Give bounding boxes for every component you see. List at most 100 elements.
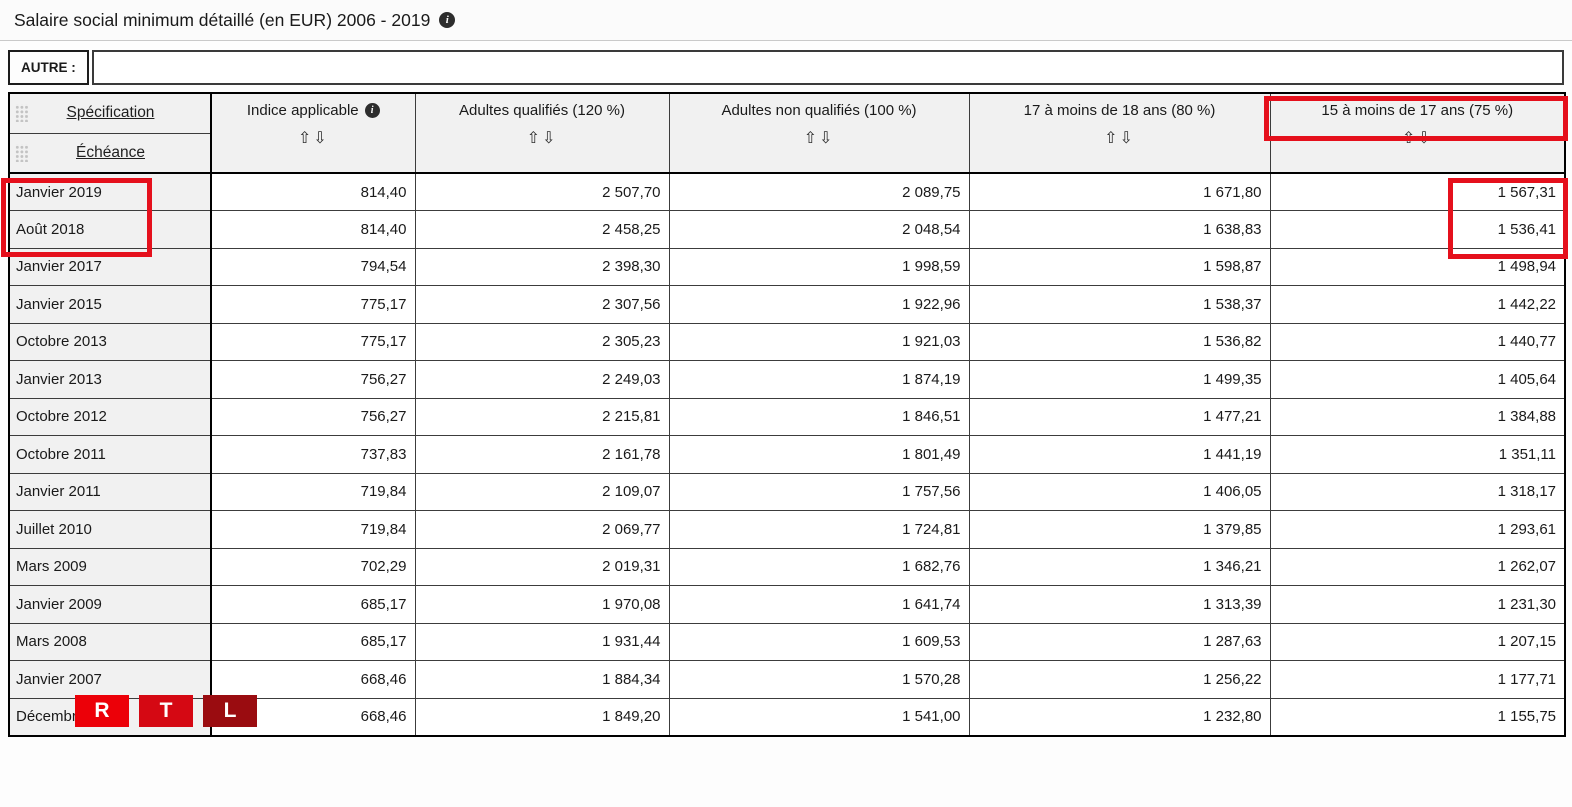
value-cell: 737,83 <box>210 435 416 474</box>
value-cell: 1 498,94 <box>1269 247 1566 286</box>
value-cell: 794,54 <box>210 247 416 286</box>
value-cell: 756,27 <box>210 360 416 399</box>
table-row: Janvier 2015 775,17 2 307,56 1 922,96 1 538,… <box>8 285 1566 324</box>
indice-info-icon[interactable]: i <box>364 103 380 118</box>
value-cell: 1 998,59 <box>668 247 970 286</box>
value-cell: 1 406,05 <box>968 472 1271 511</box>
value-cell: 1 440,77 <box>1269 322 1566 361</box>
value-cell: 1 846,51 <box>668 397 970 436</box>
column-header-adultes-qualifies: Adultes qualifiés (120 %) ⇧⇩ <box>414 92 670 174</box>
row-date-cell: Juillet 2010 <box>8 510 212 549</box>
value-cell: 1 287,63 <box>968 622 1271 661</box>
rtl-logo-letter: R <box>75 695 129 727</box>
rtl-logo: R T L <box>75 695 257 727</box>
value-cell: 2 019,31 <box>414 547 670 586</box>
row-date-cell: Octobre 2011 <box>8 435 212 474</box>
value-cell: 1 346,21 <box>968 547 1271 586</box>
value-cell: 1 801,49 <box>668 435 970 474</box>
value-cell: 719,84 <box>210 472 416 511</box>
row-date-cell: Janvier 2011 <box>8 472 212 511</box>
value-cell: 775,17 <box>210 322 416 361</box>
value-cell: 2 048,54 <box>668 210 970 249</box>
value-cell: 1 232,80 <box>968 697 1271 736</box>
row-date-cell: Janvier 2007 <box>8 660 212 699</box>
value-cell: 1 641,74 <box>668 585 970 624</box>
value-cell: 1 256,22 <box>968 660 1271 699</box>
table-row: Janvier 2013 756,27 2 249,03 1 874,19 1 499,… <box>8 360 1566 399</box>
row-date-cell: Janvier 2019 <box>8 172 212 211</box>
row-date-cell: Mars 2008 <box>8 622 212 661</box>
sort-arrows-icon[interactable]: ⇧⇩ <box>526 128 558 147</box>
filter-row: AUTRE : <box>8 50 1564 85</box>
value-cell: 2 249,03 <box>414 360 670 399</box>
value-cell: 756,27 <box>210 397 416 436</box>
row-date-cell: Janvier 2017 <box>8 247 212 286</box>
table-body: Janvier 2019 814,40 2 507,70 2 089,75 1 671,… <box>8 172 1566 736</box>
value-cell: 2 398,30 <box>414 247 670 286</box>
sort-arrows-icon[interactable]: ⇧⇩ <box>1401 128 1433 147</box>
sort-arrows-icon[interactable]: ⇧⇩ <box>297 128 329 147</box>
value-cell: 1 874,19 <box>668 360 970 399</box>
column-header-specification: Spécification <box>8 92 212 134</box>
value-cell: 2 305,23 <box>414 322 670 361</box>
row-date-cell: Janvier 2009 <box>8 585 212 624</box>
sort-arrows-icon[interactable]: ⇧⇩ <box>1104 128 1135 147</box>
table-row: Octobre 2012 756,27 2 215,81 1 846,51 1 477,… <box>8 397 1566 436</box>
specification-sort-link[interactable]: Spécification <box>66 104 155 122</box>
value-cell: 1 318,17 <box>1269 472 1566 511</box>
rtl-logo-letter: T <box>139 695 193 727</box>
drag-handle-icon[interactable] <box>15 104 29 123</box>
value-cell: 685,17 <box>210 622 416 661</box>
value-cell: 1 477,21 <box>968 397 1271 436</box>
value-cell: 702,29 <box>210 547 416 586</box>
value-cell: 2 307,56 <box>414 285 670 324</box>
row-date-cell: Octobre 2012 <box>8 397 212 436</box>
value-cell: 719,84 <box>210 510 416 549</box>
value-cell: 2 458,25 <box>414 210 670 249</box>
header-row-1: Spécification Indice applicable i ⇧⇩ Adu… <box>8 92 1566 174</box>
value-cell: 1 536,41 <box>1269 210 1566 249</box>
value-cell: 668,46 <box>210 660 416 699</box>
value-cell: 685,17 <box>210 585 416 624</box>
table-row: Juillet 2010 719,84 2 069,77 1 724,81 1 379,… <box>8 510 1566 549</box>
value-cell: 1 293,61 <box>1269 510 1566 549</box>
echeance-sort-link[interactable]: Échéance <box>76 143 145 161</box>
table-row: Janvier 2011 719,84 2 109,07 1 757,56 1 406,… <box>8 472 1566 511</box>
value-cell: 1 155,75 <box>1269 697 1566 736</box>
value-cell: 2 161,78 <box>414 435 670 474</box>
value-cell: 1 567,31 <box>1269 172 1566 211</box>
drag-handle-icon[interactable] <box>15 143 29 162</box>
value-cell: 2 089,75 <box>668 172 970 211</box>
header-row-2: Échéance <box>8 132 1565 174</box>
value-cell: 1 538,37 <box>968 285 1271 324</box>
value-cell: 1 931,44 <box>414 622 670 661</box>
value-cell: 814,40 <box>210 210 416 249</box>
table-row: Janvier 2019 814,40 2 507,70 2 089,75 1 671,… <box>8 172 1566 211</box>
column-header-adultes-non-qualifies: Adultes non qualifiés (100 %) ⇧⇩ <box>668 92 970 174</box>
row-date-cell: Août 2018 <box>8 210 212 249</box>
salary-table: Spécification Indice applicable i ⇧⇩ Adu… <box>8 92 1566 737</box>
table-row: Août 2018 814,40 2 458,25 2 048,54 1 638,83 1… <box>8 210 1566 249</box>
value-cell: 1 682,76 <box>668 547 970 586</box>
autre-filter-input[interactable] <box>91 50 1564 85</box>
title-info-icon[interactable]: i <box>439 12 456 28</box>
value-cell: 2 507,70 <box>414 172 670 211</box>
value-cell: 1 638,83 <box>968 210 1271 249</box>
value-cell: 1 541,00 <box>668 697 970 736</box>
rtl-logo-letter: L <box>203 695 257 727</box>
value-cell: 1 570,28 <box>668 660 970 699</box>
table-row: Janvier 2009 685,17 1 970,08 1 641,74 1 313,… <box>8 585 1566 624</box>
value-cell: 2 069,77 <box>414 510 670 549</box>
column-header-echeance: Échéance <box>8 132 212 174</box>
value-cell: 775,17 <box>210 285 416 324</box>
value-cell: 1 499,35 <box>968 360 1271 399</box>
page-title: Salaire social minimum détaillé (en EUR)… <box>14 9 431 30</box>
row-date-cell: Mars 2009 <box>8 547 212 586</box>
row-date-cell: Octobre 2013 <box>8 322 212 361</box>
value-cell: 1 671,80 <box>968 172 1271 211</box>
value-cell: 1 207,15 <box>1269 622 1566 661</box>
sort-arrows-icon[interactable]: ⇧⇩ <box>803 128 835 147</box>
value-cell: 1 884,34 <box>414 660 670 699</box>
value-cell: 1 442,22 <box>1269 285 1566 324</box>
column-header-17-18-ans: 17 à moins de 18 ans (80 %) ⇧⇩ <box>968 92 1271 174</box>
